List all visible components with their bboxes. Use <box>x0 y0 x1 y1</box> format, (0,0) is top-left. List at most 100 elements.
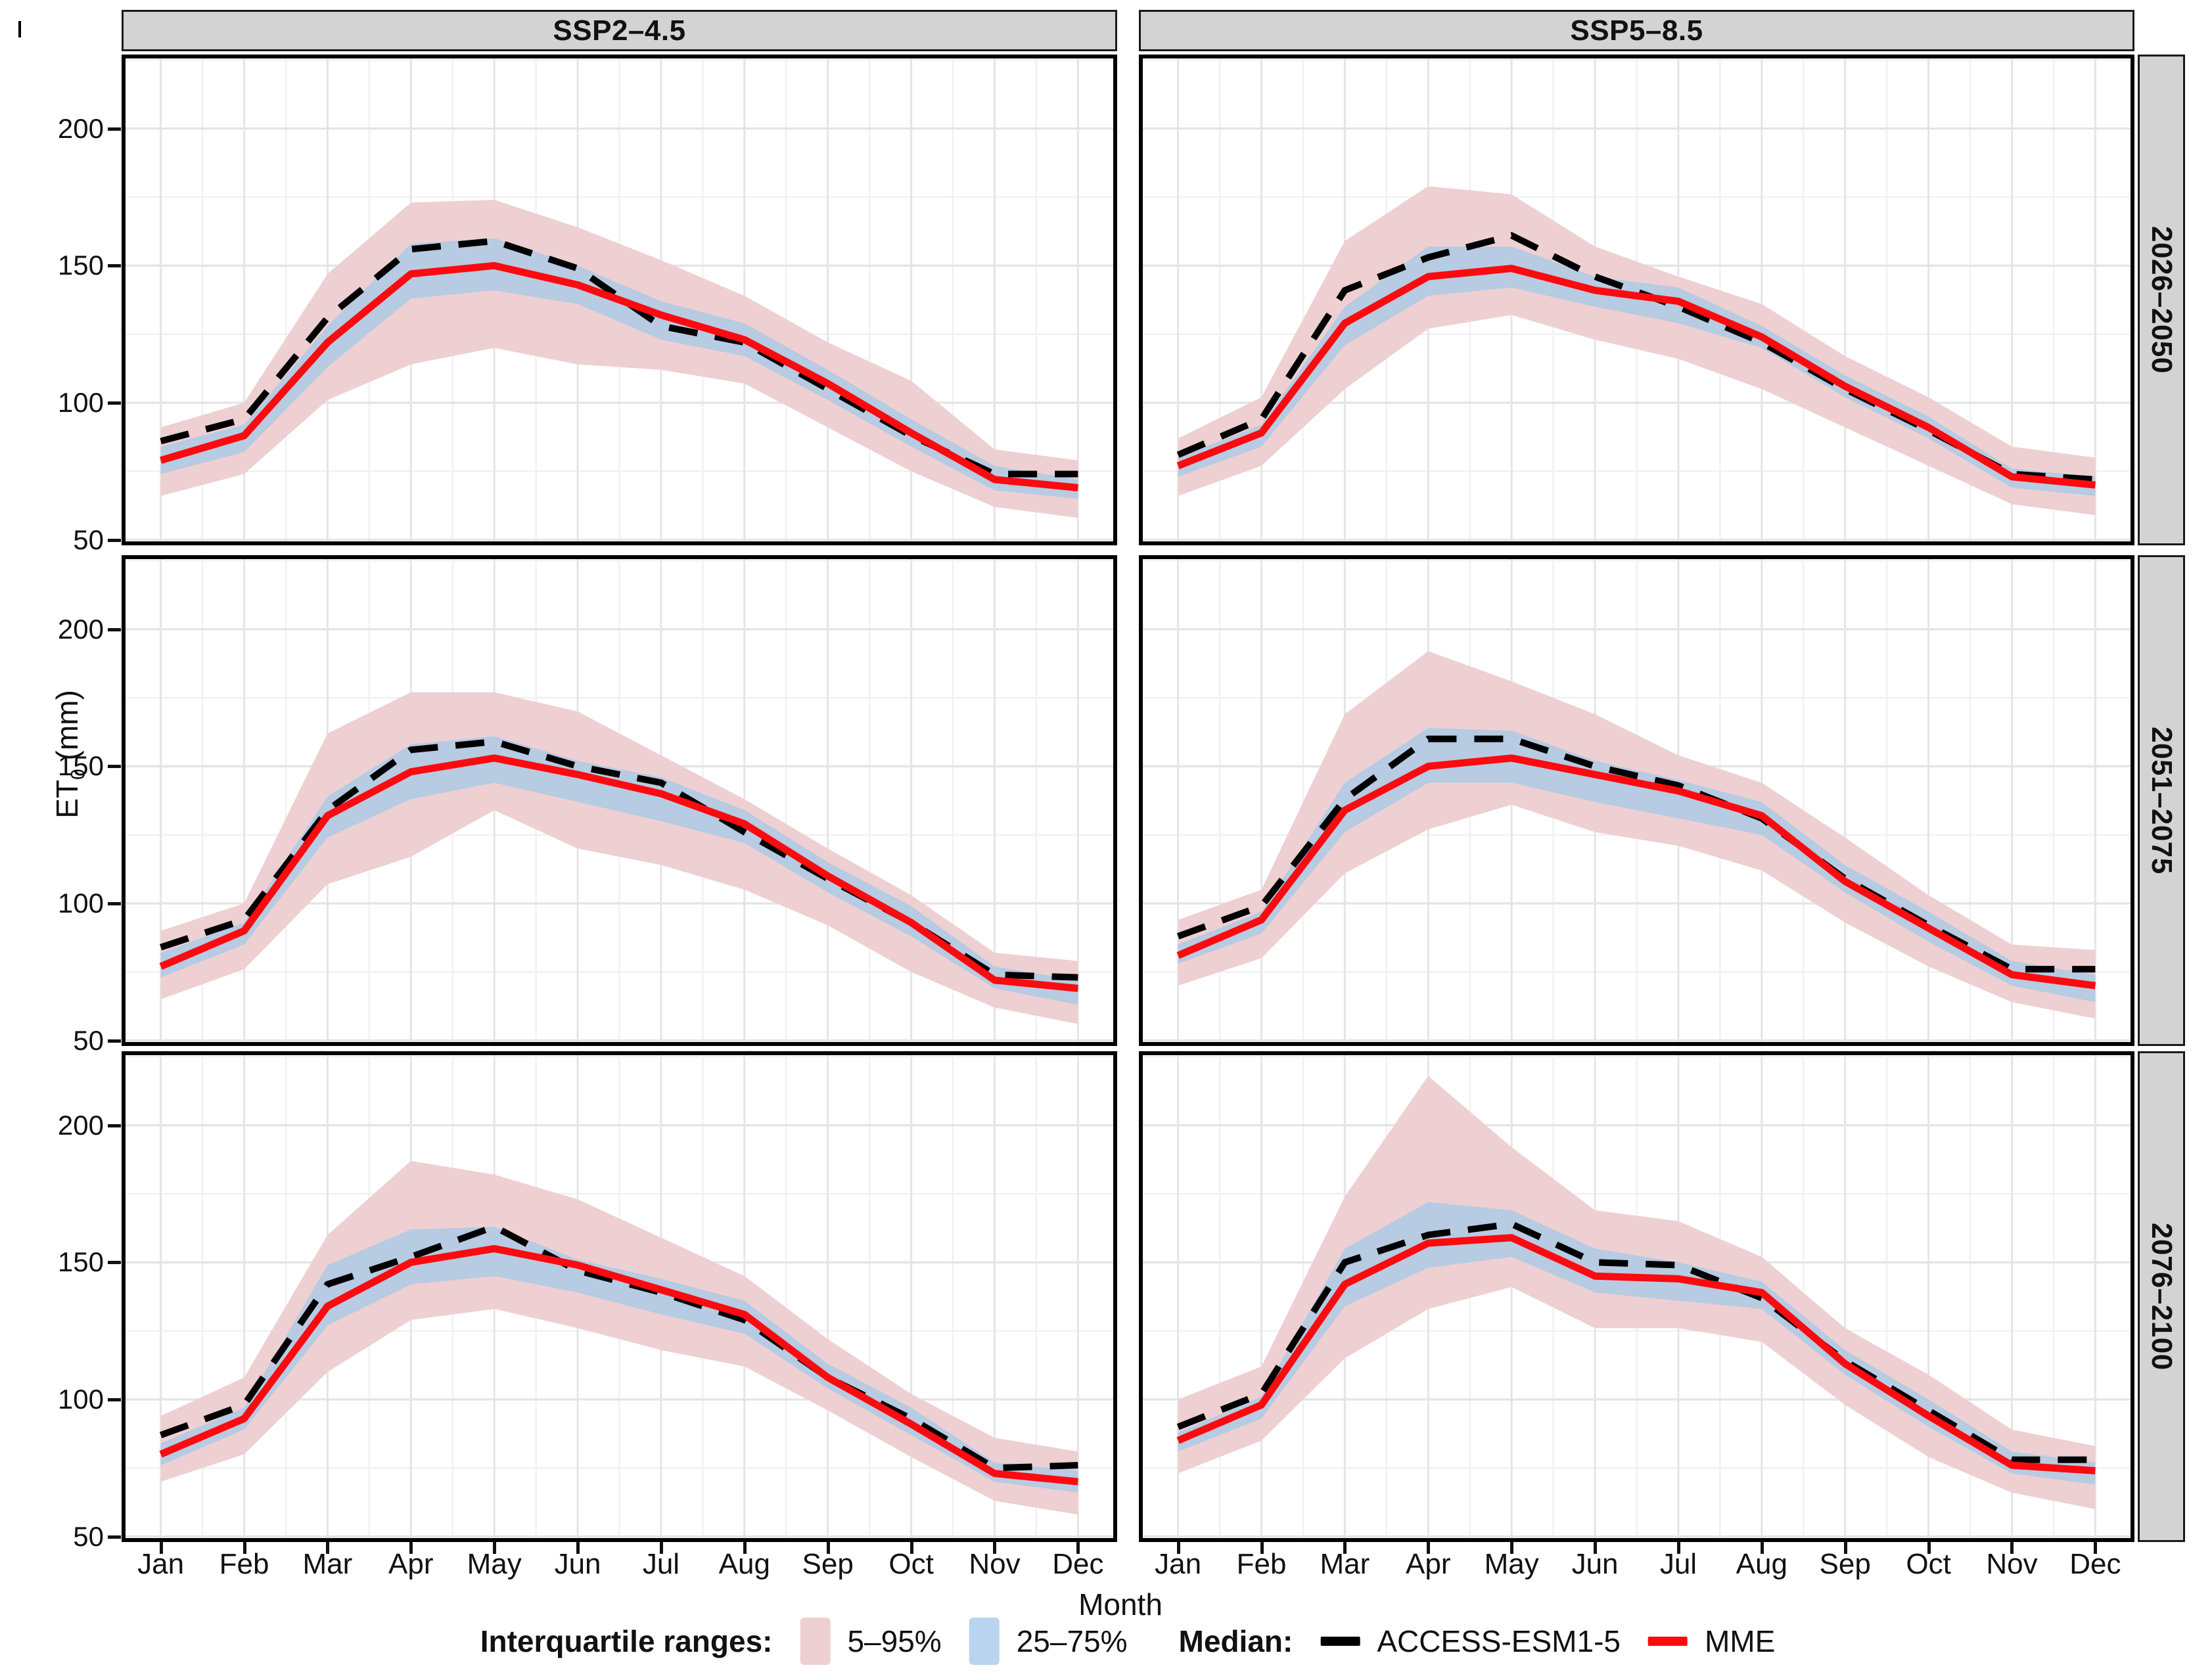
y-tick-label: 150 <box>57 250 104 281</box>
legend-swatch-mme <box>1648 1637 1688 1646</box>
x-tick-label: Mar <box>302 1548 353 1580</box>
legend-swatch-access-esm1-5 <box>1320 1637 1360 1646</box>
y-tick-mark <box>108 901 121 905</box>
x-tick-label: Jun <box>554 1548 601 1580</box>
y-tick-label: 100 <box>57 1383 104 1415</box>
facet-strip-ssp2-45: SSP2–4.5 <box>122 10 1117 51</box>
x-tick-label: Oct <box>1906 1548 1951 1580</box>
x-tick-mark <box>1076 1542 1080 1554</box>
x-tick-label: Dec <box>2069 1548 2121 1580</box>
y-tick-mark <box>108 1124 121 1127</box>
x-tick-mark <box>326 1542 330 1554</box>
legend-swatch-5-95 <box>800 1618 831 1665</box>
facet-strip-label: 2076–2100 <box>2146 1223 2178 1371</box>
x-tick-label: Jul <box>1659 1548 1697 1580</box>
panel-ssp5-85-2026-2050 <box>1139 55 2134 545</box>
x-tick-label: Jul <box>642 1548 680 1580</box>
facet-strip-label: 2051–2075 <box>2146 727 2178 874</box>
y-tick-mark <box>108 401 121 405</box>
y-tick-mark <box>108 127 121 131</box>
y-tick-mark <box>108 538 121 542</box>
x-tick-label: Feb <box>1236 1548 1287 1580</box>
x-tick-mark <box>2094 1542 2098 1554</box>
x-tick-mark <box>1927 1542 1931 1554</box>
legend-swatch-25-75 <box>969 1618 1000 1665</box>
x-tick-mark <box>910 1542 913 1554</box>
x-tick-label: Jan <box>1155 1548 1202 1580</box>
x-tick-label: Apr <box>388 1548 434 1580</box>
x-tick-mark <box>576 1542 580 1554</box>
x-tick-label: Jan <box>137 1548 185 1580</box>
x-tick-mark <box>493 1542 497 1554</box>
line-chart <box>122 1051 1117 1542</box>
x-tick-mark <box>1676 1542 1680 1554</box>
line-chart <box>1139 1051 2134 1542</box>
legend: Interquartile ranges: 5–95% 25–75% Media… <box>480 1618 1776 1665</box>
x-tick-mark <box>409 1542 413 1554</box>
x-tick-mark <box>743 1542 747 1554</box>
facet-strip-label: SSP2–4.5 <box>553 14 686 47</box>
panel-ssp5-85-2051-2075 <box>1139 555 2134 1046</box>
facet-strip-2076-2100: 2076–2100 <box>2138 1051 2185 1542</box>
y-tick-label: 100 <box>57 887 104 919</box>
legend-label-access-esm1-5: ACCESS-ESM1-5 <box>1377 1624 1621 1658</box>
x-tick-label: Nov <box>969 1548 1021 1580</box>
x-tick-mark <box>826 1542 830 1554</box>
x-tick-mark <box>1510 1542 1514 1554</box>
x-tick-label: Sep <box>802 1548 854 1580</box>
y-tick-mark <box>108 1261 121 1265</box>
y-tick-label: 150 <box>57 1246 104 1278</box>
x-tick-label: Nov <box>1986 1548 2038 1580</box>
x-tick-mark <box>242 1542 246 1554</box>
y-tick-mark <box>108 1039 121 1043</box>
x-tick-label: Feb <box>219 1548 269 1580</box>
x-tick-label: Dec <box>1052 1548 1104 1580</box>
y-tick-mark <box>108 1397 121 1401</box>
line-chart <box>122 55 1117 545</box>
x-axis-title: Month <box>1078 1587 1163 1622</box>
facet-strip-label: 2026–2050 <box>2146 226 2178 374</box>
panel-ssp2-45-2076-2100 <box>122 1051 1117 1542</box>
x-tick-mark <box>1427 1542 1431 1554</box>
x-tick-mark <box>993 1542 997 1554</box>
x-tick-mark <box>659 1542 663 1554</box>
x-tick-label: Aug <box>718 1548 770 1580</box>
panel-ssp2-45-2051-2075 <box>122 555 1117 1046</box>
x-tick-label: Oct <box>888 1548 934 1580</box>
y-tick-label: 50 <box>73 1520 104 1552</box>
x-tick-mark <box>2010 1542 2014 1554</box>
y-tick-label: 200 <box>57 112 104 144</box>
legend-ranges-title: Interquartile ranges: <box>480 1624 773 1658</box>
y-tick-label: 50 <box>73 524 104 555</box>
y-tick-label: 200 <box>57 1109 104 1141</box>
y-tick-label: 200 <box>57 613 104 645</box>
legend-label-25-75: 25–75% <box>1016 1624 1128 1658</box>
x-tick-label: Mar <box>1320 1548 1370 1580</box>
x-tick-label: Jun <box>1571 1548 1619 1580</box>
facet-strip-label: SSP5–8.5 <box>1570 14 1703 47</box>
x-tick-label: Apr <box>1406 1548 1451 1580</box>
x-tick-mark <box>1343 1542 1347 1554</box>
x-tick-label: Aug <box>1736 1548 1787 1580</box>
panel-ssp2-45-2026-2050 <box>122 55 1117 545</box>
stray-mark <box>18 21 21 37</box>
line-chart <box>1139 55 2134 545</box>
legend-median-title: Median: <box>1178 1624 1293 1658</box>
panel-ssp5-85-2076-2100 <box>1139 1051 2134 1542</box>
y-tick-mark <box>108 264 121 268</box>
y-tick-mark <box>108 765 121 769</box>
x-tick-mark <box>1176 1542 1180 1554</box>
y-tick-mark <box>108 1535 121 1539</box>
x-tick-label: May <box>467 1548 522 1580</box>
legend-label-mme: MME <box>1704 1624 1776 1658</box>
y-tick-label: 150 <box>57 750 104 782</box>
facet-strip-2051-2075: 2051–2075 <box>2138 555 2185 1046</box>
x-tick-label: May <box>1484 1548 1539 1580</box>
x-tick-mark <box>159 1542 163 1554</box>
line-chart <box>122 555 1117 1046</box>
line-chart <box>1139 555 2134 1046</box>
y-tick-mark <box>108 627 121 631</box>
x-tick-mark <box>1843 1542 1847 1554</box>
facet-strip-ssp5-85: SSP5–8.5 <box>1139 10 2134 51</box>
